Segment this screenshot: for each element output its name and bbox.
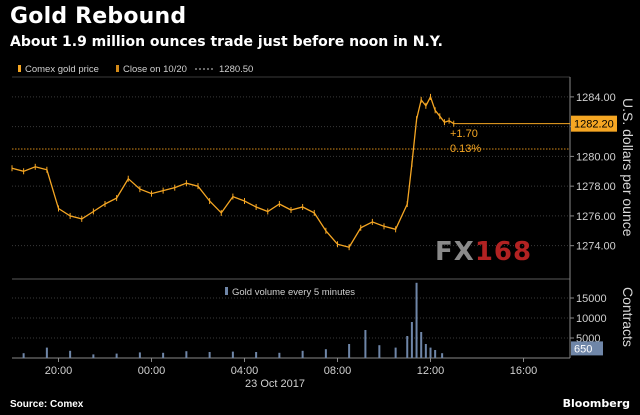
last-volume-box	[571, 341, 603, 356]
volume-bar	[406, 336, 409, 358]
volume-bar	[441, 353, 444, 358]
volume-bar	[115, 353, 118, 358]
legend-swatch-gold-price	[18, 65, 21, 72]
price-tick-label: 1278.00	[576, 181, 616, 193]
change-annotation: +1.70	[450, 128, 478, 140]
bloomberg-logo: Bloomberg	[562, 397, 630, 410]
volume-bar	[394, 347, 397, 358]
volume-tick-label: 15000	[576, 293, 607, 305]
volume-bar	[301, 350, 304, 358]
price-tick-label: 1276.00	[576, 211, 616, 223]
volume-bar	[185, 351, 188, 358]
x-axis-ticks: 20:00 00:00 04:00 08:00 12:00 16:00	[45, 358, 538, 377]
volume-bar	[231, 351, 234, 358]
last-price-label: 1282.20	[574, 119, 614, 131]
volume-tick-label: 10000	[576, 313, 607, 325]
volume-bar	[410, 322, 413, 358]
x-tick-label: 20:00	[45, 365, 73, 377]
last-price-box	[571, 115, 617, 132]
gold-price-line	[11, 95, 455, 248]
price-tick-label: 1274.00	[576, 241, 616, 253]
x-tick-label: 16:00	[510, 365, 538, 377]
volume-bar	[69, 350, 72, 358]
volume-bars	[22, 282, 444, 358]
watermark-fx: FX	[435, 237, 475, 267]
volume-bar	[278, 352, 281, 358]
volume-bar	[208, 352, 211, 358]
x-tick-label: 12:00	[417, 365, 445, 377]
legend-label-volume: Gold volume every 5 minutes	[232, 287, 355, 298]
legend-label-close: Close on 10/20	[123, 64, 187, 75]
volume-grid	[12, 297, 570, 339]
x-tick-label: 04:00	[231, 365, 259, 377]
legend-swatch-volume	[225, 287, 228, 295]
legend-swatch-close	[116, 65, 119, 72]
price-tick-label: 1284.00	[576, 92, 616, 104]
change-pct-annotation: 0.13%	[450, 143, 481, 155]
volume-bar	[378, 345, 381, 358]
volume-bar	[415, 282, 418, 358]
volume-bar	[22, 353, 25, 358]
x-tick-label: 08:00	[324, 365, 352, 377]
volume-bar	[92, 354, 95, 358]
volume-legend: Gold volume every 5 minutes	[225, 287, 355, 298]
volume-bar	[424, 344, 427, 358]
price-y-axis-label: U.S. dollars per ounce	[620, 98, 636, 237]
source-note: Source: Comex	[10, 399, 84, 410]
volume-bar	[364, 330, 367, 358]
volume-bar	[348, 344, 351, 358]
last-volume-marker: 650	[571, 341, 603, 356]
legend-label-gold-price: Comex gold price	[25, 64, 99, 75]
chart-title: Gold Rebound	[10, 4, 187, 29]
volume-bar	[138, 352, 141, 358]
volume-bar	[45, 347, 48, 358]
last-price-marker: 1282.20	[453, 115, 617, 132]
volume-bar	[420, 332, 423, 358]
fx168-watermark: FX168	[435, 237, 532, 267]
volume-bar	[429, 347, 432, 358]
price-legend: Comex gold price Close on 10/20 1280.50	[18, 64, 253, 75]
legend-close-value: 1280.50	[219, 64, 253, 75]
price-grid	[12, 96, 570, 247]
last-volume-label: 650	[574, 343, 592, 355]
price-series	[11, 93, 455, 251]
volume-bar	[324, 349, 327, 358]
volume-bar	[255, 352, 258, 358]
volume-bar	[162, 352, 165, 358]
price-tick-label: 1280.00	[576, 151, 616, 163]
price-y-ticks: 1274.001276.001278.001280.001282.001284.…	[570, 92, 616, 253]
volume-bar	[434, 350, 437, 358]
watermark-168: 168	[474, 237, 533, 267]
x-axis-date-label: 23 Oct 2017	[245, 378, 305, 390]
x-tick-label: 00:00	[138, 365, 166, 377]
chart-subtitle: About 1.9 million ounces trade just befo…	[10, 34, 443, 50]
volume-y-axis-label: Contracts	[620, 287, 636, 347]
